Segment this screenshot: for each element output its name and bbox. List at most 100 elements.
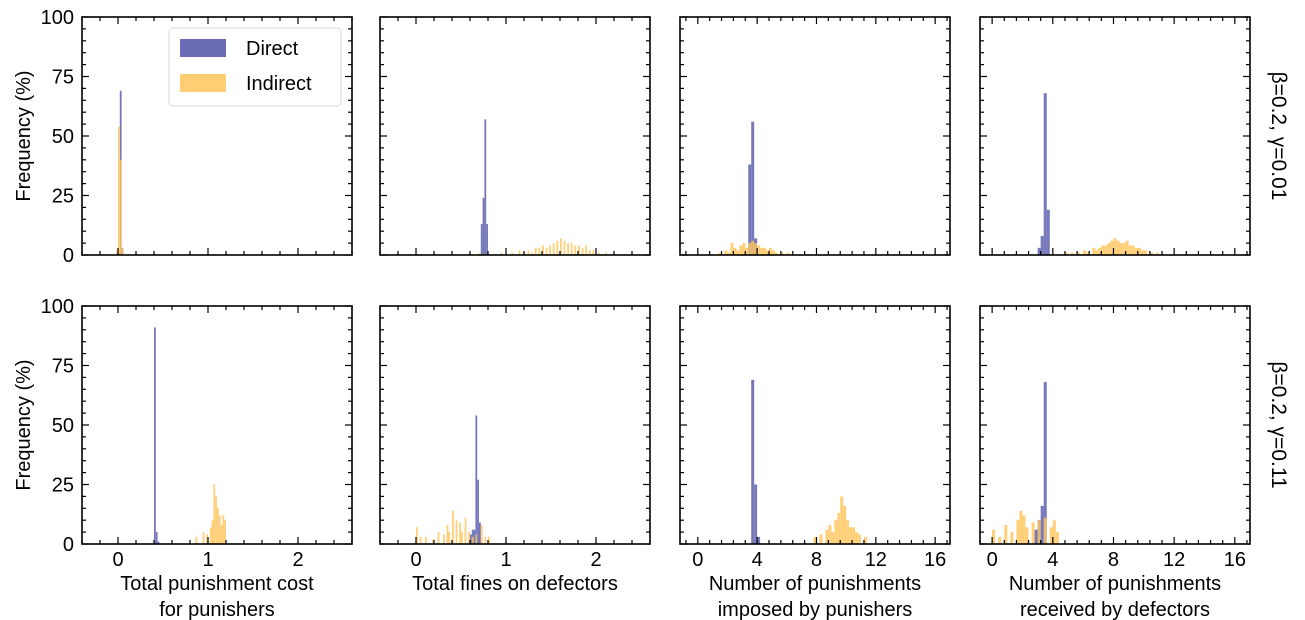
histogram-bar [1064, 252, 1068, 255]
histogram-bar [1040, 505, 1044, 544]
histogram-bar [1055, 532, 1059, 544]
histogram-bar [154, 327, 156, 544]
histogram-bar [213, 484, 216, 544]
histogram-bar [588, 250, 591, 255]
histogram-bar [1098, 247, 1102, 255]
x-tick-label: 4 [1047, 549, 1058, 571]
histogram-bar [754, 243, 758, 255]
histogram-bar [531, 252, 533, 255]
y-tick-label: 100 [41, 7, 74, 29]
histogram-bar [1116, 240, 1120, 255]
legend-swatch-indirect [180, 74, 226, 92]
y-axis-label: Frequency (%) [13, 359, 35, 490]
histogram-bar [552, 243, 555, 255]
histogram-bar [592, 250, 595, 255]
histogram-bar [849, 527, 853, 544]
histogram-bar [224, 520, 226, 544]
histogram-bar [119, 159, 122, 255]
histogram-bar [774, 252, 778, 255]
histogram-bar [1110, 240, 1114, 255]
histogram-bar [155, 532, 158, 544]
histogram-bar [1119, 243, 1123, 255]
indirect-series [416, 510, 490, 544]
histogram-bar [852, 527, 856, 544]
histogram-bar [222, 515, 225, 544]
legend-swatch-direct [180, 39, 226, 57]
histogram-bar [736, 250, 740, 255]
x-axis-label: Number of punishments [1009, 573, 1221, 595]
histogram-bar [840, 496, 844, 544]
histogram-bar [425, 536, 427, 544]
x-axis-label: Total fines on defectors [412, 573, 618, 595]
x-axis-label: for punishers [159, 599, 275, 620]
histogram-bar [751, 240, 755, 255]
y-tick-label: 25 [52, 475, 74, 497]
histogram-bar [1104, 245, 1108, 255]
histogram-bar [819, 534, 823, 544]
x-tick-label: 2 [590, 549, 601, 571]
histogram-bar [724, 250, 728, 255]
histogram-bar [446, 524, 449, 544]
histogram-bar [1052, 520, 1056, 544]
histogram-bar [1019, 510, 1023, 544]
histogram-bar [739, 245, 743, 255]
direct-series [748, 121, 758, 255]
histogram-bar [484, 536, 487, 544]
x-axis-label: received by defectors [1020, 599, 1210, 620]
histogram-bar [828, 524, 832, 544]
x-axis-label: imposed by punishers [718, 599, 913, 620]
histogram-bar [1083, 250, 1087, 255]
histogram-bar [1034, 529, 1038, 544]
histogram-bar [834, 520, 838, 544]
direct-series [480, 119, 488, 255]
histogram-bar [567, 243, 569, 255]
histogram-bar [760, 247, 764, 255]
histogram-bar [1071, 252, 1075, 255]
histogram-bar [1101, 245, 1105, 255]
histogram-bar [1043, 517, 1047, 544]
histogram-bar [524, 252, 526, 255]
histogram-bar [206, 534, 208, 544]
x-tick-label: 0 [692, 549, 703, 571]
histogram-bar [754, 484, 758, 544]
histogram-bar [745, 247, 749, 255]
x-tick-label: 2 [292, 549, 303, 571]
histogram-bar [1077, 252, 1081, 255]
indirect-series [195, 484, 226, 544]
direct-series [1037, 93, 1050, 255]
x-tick-label: 16 [924, 549, 946, 571]
histogram-bar [195, 536, 198, 544]
histogram-bar [470, 534, 472, 544]
histogram-bar [455, 520, 458, 544]
histogram-bar [545, 247, 548, 255]
histogram-bar [763, 247, 767, 255]
histogram-bar [211, 520, 214, 544]
y-tick-label: 0 [63, 534, 74, 556]
histogram-bar [742, 243, 746, 255]
histogram-bar [751, 379, 755, 544]
histogram-bar [1004, 524, 1008, 544]
x-tick-label: 4 [752, 549, 763, 571]
y-tick-label: 75 [52, 67, 74, 89]
histogram-bar [416, 527, 418, 544]
histogram-bar [837, 513, 841, 544]
histogram-bar [585, 245, 587, 255]
histogram-bar [220, 524, 223, 544]
histogram-bar [479, 252, 481, 255]
x-axis-label: Total punishment cost [120, 573, 314, 595]
direct-series [154, 327, 160, 544]
histogram-bar [1149, 252, 1153, 255]
histogram-bar [727, 252, 731, 255]
histogram-bar [452, 510, 454, 544]
histogram-bar [733, 247, 737, 255]
histogram-bar [459, 522, 461, 544]
histogram-bar [574, 245, 577, 255]
x-axis-label: Number of punishments [709, 573, 921, 595]
histogram-bar [597, 252, 600, 255]
y-tick-label: 75 [52, 356, 74, 378]
histogram-bar [1095, 250, 1099, 255]
histogram-bar [534, 247, 537, 255]
histogram-bar [992, 529, 996, 544]
plot-frame [979, 305, 1251, 545]
